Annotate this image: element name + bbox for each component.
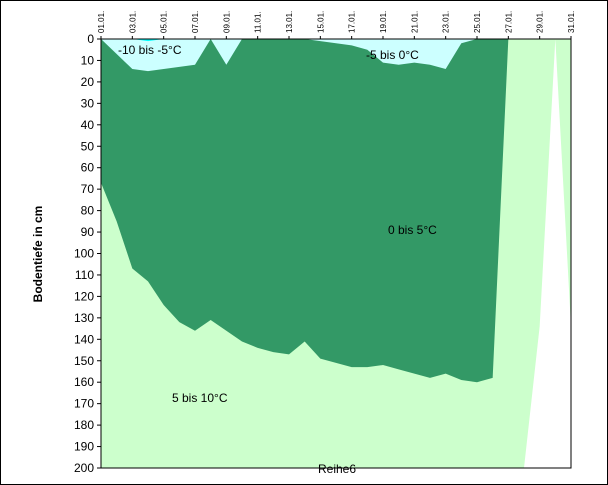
x-tick-label: 19.01. [379, 11, 388, 33]
y-tick-label: 0 [87, 32, 94, 46]
y-axis-label: Bodentiefe in cm [31, 206, 45, 303]
y-tick-label: 130 [74, 311, 94, 325]
y-tick-label: 120 [74, 289, 94, 303]
x-tick-label: 25.01. [473, 11, 482, 33]
y-tick-label: 100 [74, 247, 94, 261]
y-tick-label: 200 [74, 461, 94, 475]
y-tick-label: 180 [74, 418, 94, 432]
y-tick-label: 170 [74, 397, 94, 411]
y-tick-label: 90 [81, 225, 95, 239]
y-tick-label: 30 [81, 96, 95, 110]
y-tick-label: 110 [75, 268, 94, 282]
y-tick-label: 70 [81, 182, 95, 196]
y-tick-label: 50 [81, 139, 95, 153]
x-tick-label: 07.01. [191, 11, 200, 33]
series-bottom-label: Reihe6 [318, 462, 356, 476]
x-tick-label: 27.01. [504, 11, 513, 33]
y-tick-label: 190 [74, 440, 94, 454]
annotation-minus5-0: -5 bis 0°C [366, 48, 419, 62]
x-tick-label: 21.01. [410, 11, 419, 33]
area-5-bis-0-c [101, 39, 571, 72]
plot-area [100, 38, 572, 469]
y-tick-label: 40 [81, 118, 95, 132]
x-tick-label: 11.01. [254, 11, 263, 33]
annotation-minus10-minus5: -10 bis -5°C [118, 43, 182, 57]
x-tick-label: 31.01. [567, 11, 576, 33]
x-tick-label: 13.01. [285, 11, 294, 33]
y-axis: 0 10 20 30 40 50 60 70 80 90 100 110 120 130 140 150 160… [74, 32, 101, 475]
x-tick-label: 03.01. [128, 11, 137, 33]
annotation-0-5: 0 bis 5°C [388, 223, 437, 237]
x-tick-label: 15.01. [316, 11, 325, 33]
y-tick-label: 10 [81, 53, 95, 67]
x-tick-label: 29.01. [536, 11, 545, 33]
area-0-bis-5-c [101, 39, 571, 383]
y-tick-label: 140 [74, 332, 94, 346]
y-tick-label: 160 [74, 375, 94, 389]
y-tick-label: 20 [81, 75, 95, 89]
y-tick-label: 150 [74, 354, 94, 368]
x-axis: 01.01. 03.01. 05.01. 07.01. 09.01. 11.01. 13.0… [97, 11, 576, 39]
y-tick-label: 80 [81, 204, 95, 218]
x-tick-label: 05.01. [160, 11, 169, 33]
x-tick-label: 17.01. [348, 11, 357, 33]
x-tick-label: 23.01. [442, 11, 451, 33]
x-tick-label: 01.01. [97, 11, 106, 33]
annotation-5-10: 5 bis 10°C [172, 391, 228, 405]
x-tick-label: 09.01. [222, 11, 231, 33]
y-tick-label: 60 [81, 161, 95, 175]
